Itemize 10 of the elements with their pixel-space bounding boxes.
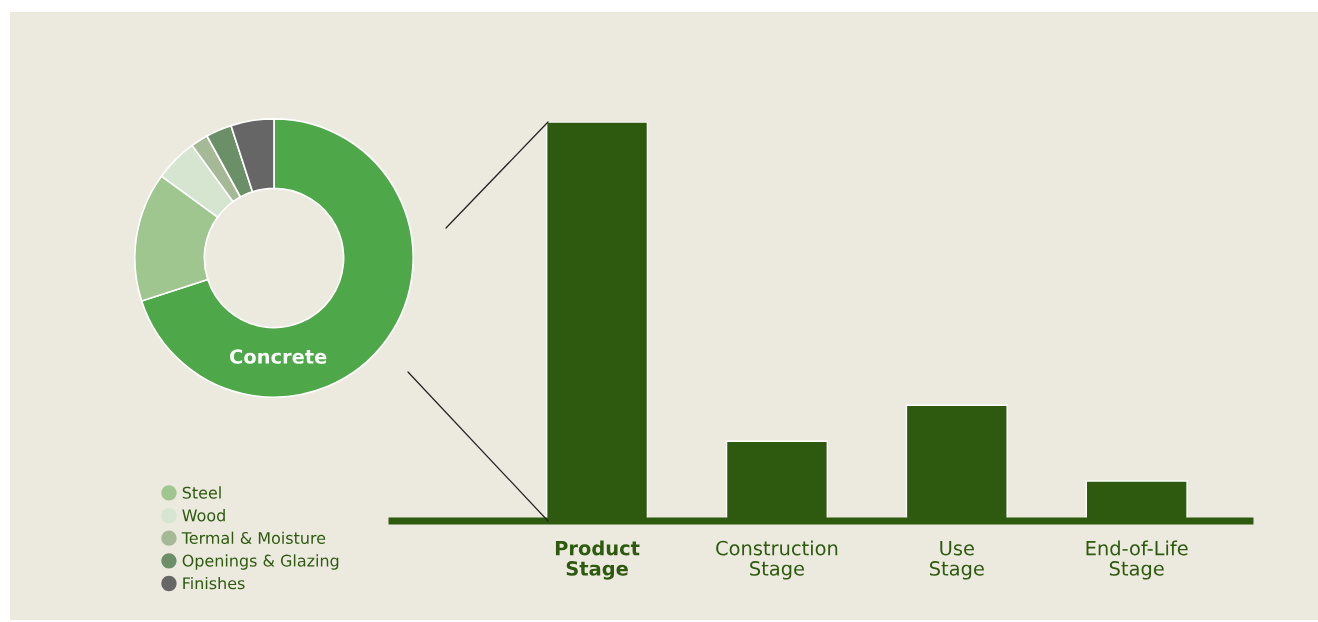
x-tick-label: Product Stage	[555, 540, 640, 580]
x-tick-label: End-of-Life Stage	[1086, 540, 1188, 580]
x-tick-label: Construction Stage	[716, 540, 838, 580]
x-tick-label: Use Stage	[929, 541, 984, 580]
legend-label: Openings & Glazing	[182, 554, 339, 570]
slice-label: Concrete	[230, 349, 327, 364]
legend-label: Finishes	[183, 576, 245, 590]
legend-label: Termal & Moisture	[181, 531, 326, 545]
legend-label: Steel	[182, 486, 221, 499]
legend-label: Wood	[182, 509, 225, 522]
